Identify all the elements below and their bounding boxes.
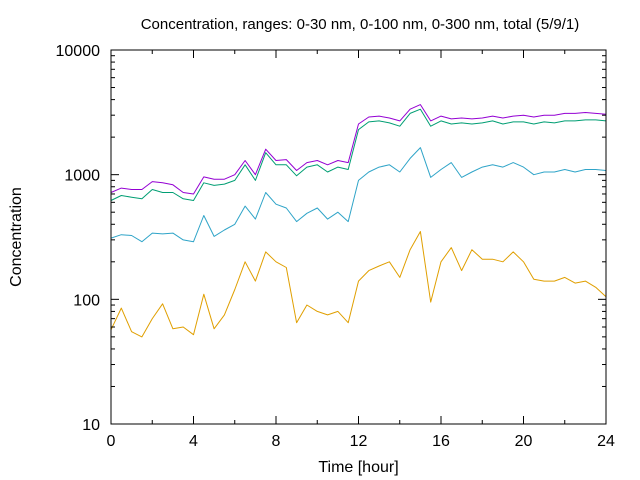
y-tick-label: 10000	[56, 43, 101, 60]
x-tick-label: 0	[107, 433, 116, 450]
axis-ticks: 0 4 8 12 16 20 24 10 100 1000 10000	[56, 43, 616, 450]
x-tick-label: 20	[515, 433, 533, 450]
x-tick-label: 16	[432, 433, 450, 450]
series-0-30nm-line	[110, 231, 607, 338]
x-tick-label: 24	[597, 433, 615, 450]
y-tick-label: 10	[82, 417, 100, 434]
y-tick-label: 1000	[64, 168, 100, 185]
chart-title: Concentration, ranges: 0-30 nm, 0-100 nm…	[141, 16, 580, 33]
series-0-300nm-line	[110, 108, 607, 201]
x-tick-label: 8	[272, 433, 281, 450]
series-0-100nm-line	[110, 147, 607, 243]
x-tick-label: 12	[350, 433, 368, 450]
x-tick-label: 4	[189, 433, 198, 450]
series-total-line	[110, 104, 607, 195]
x-axis-label: Time [hour]	[318, 459, 398, 476]
y-tick-label: 100	[73, 292, 100, 309]
plot-frame	[110, 49, 607, 425]
y-axis-label: Concentration	[8, 187, 25, 287]
series-layer	[110, 104, 607, 338]
